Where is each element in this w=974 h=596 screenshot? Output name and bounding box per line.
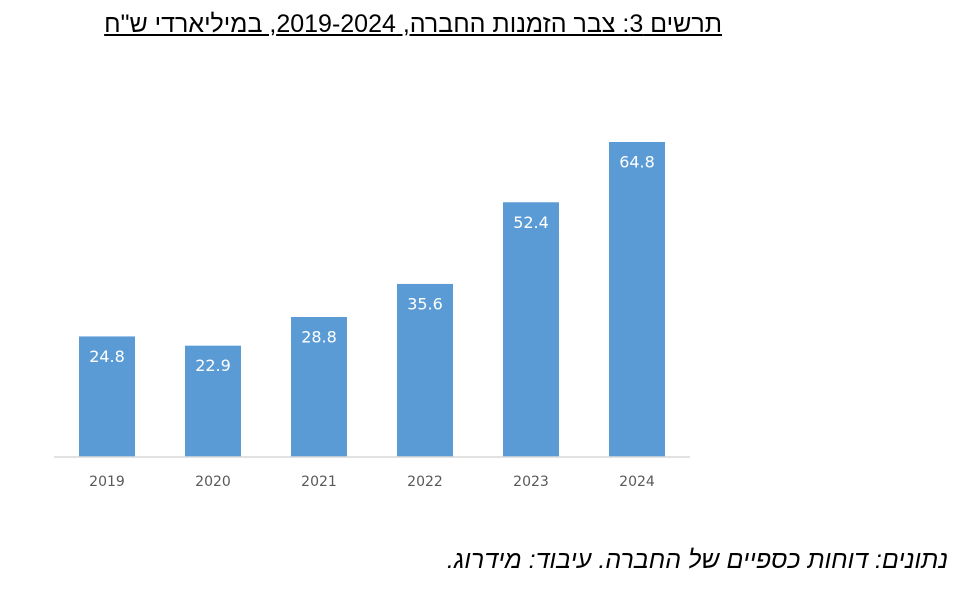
x-tick-label: 2023 [513, 474, 549, 490]
x-tick-label: 2020 [195, 474, 231, 490]
bar [397, 283, 453, 457]
x-tick-label: 2019 [89, 474, 125, 490]
value-label: 52.4 [513, 213, 549, 232]
value-label: 24.8 [89, 347, 125, 366]
bar [79, 336, 135, 457]
x-tick-label: 2024 [619, 474, 655, 490]
value-label: 35.6 [407, 294, 443, 313]
chart: 24.8 2019 22.9 2020 28.8 2021 35.6 2022 52.4 2023… [54, 141, 690, 490]
x-tick-label: 2022 [407, 474, 443, 490]
value-label: 64.8 [619, 152, 655, 171]
x-tick-label: 2021 [301, 474, 337, 490]
source-note: נתונים: דוחות כספיים של החברה. עיבוד: מי… [446, 546, 948, 574]
bar [609, 141, 665, 458]
chart-title: תרשים 3: צבר הזמנות החברה, 2019-2024, במ… [104, 10, 722, 38]
bar [185, 345, 241, 457]
value-label: 28.8 [301, 327, 337, 346]
bar [291, 316, 347, 457]
bar [503, 202, 559, 457]
value-label: 22.9 [195, 356, 231, 375]
